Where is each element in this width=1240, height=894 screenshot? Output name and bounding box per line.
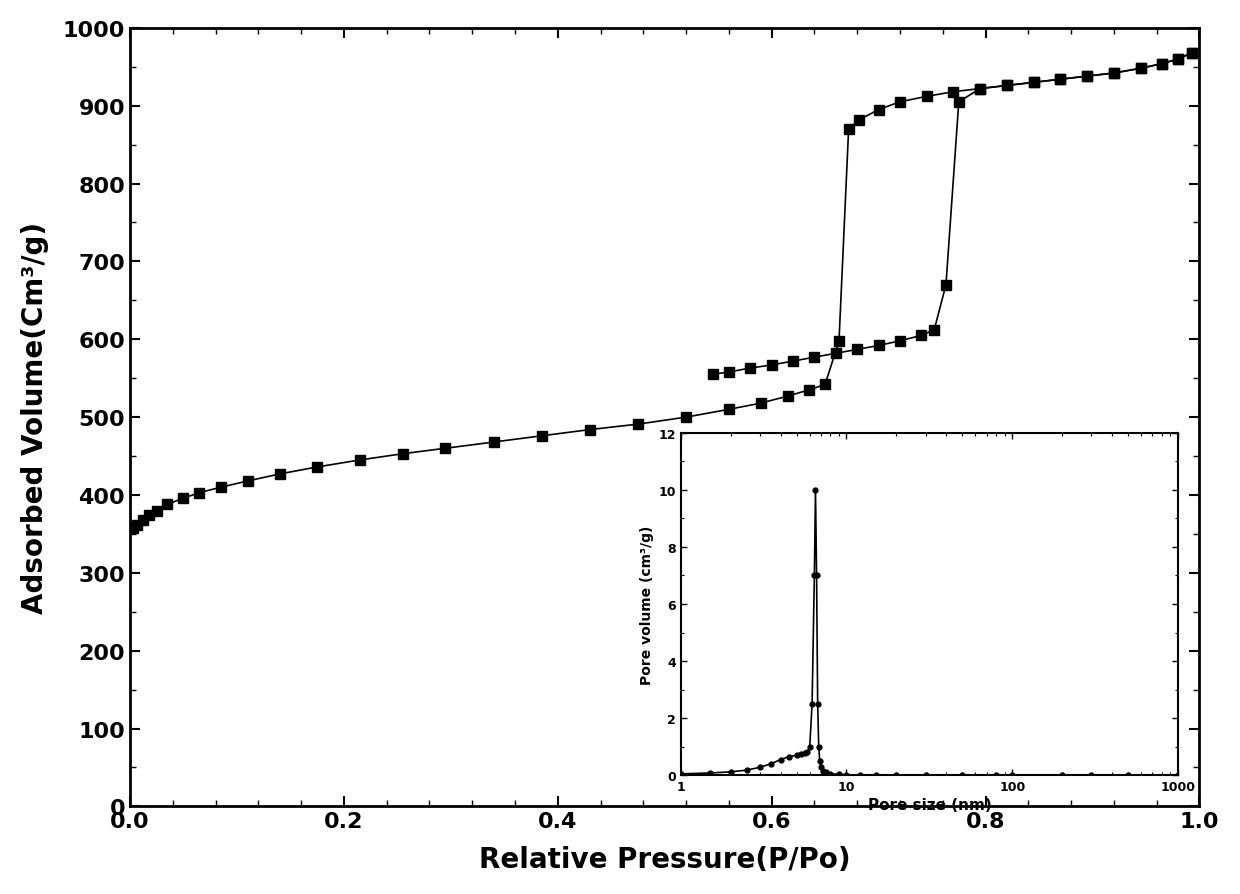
Y-axis label: Adsorbed Volume(Cm³/g): Adsorbed Volume(Cm³/g) xyxy=(21,222,48,613)
X-axis label: Relative Pressure(P/Po): Relative Pressure(P/Po) xyxy=(479,845,851,873)
